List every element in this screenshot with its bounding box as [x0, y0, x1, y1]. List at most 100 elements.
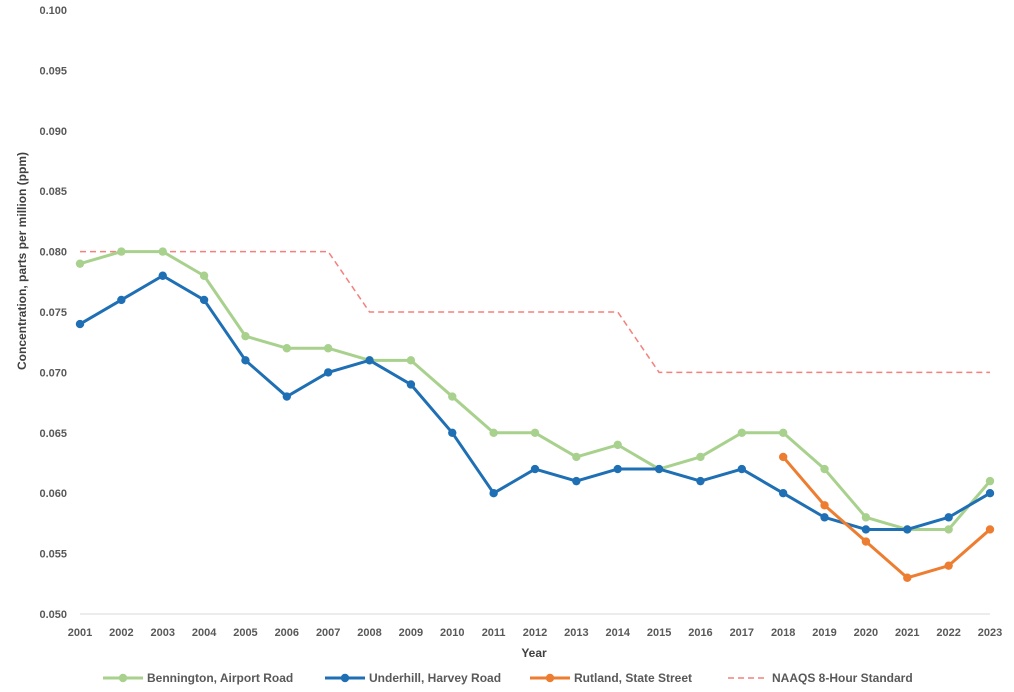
data-point [489, 428, 498, 437]
legend-item: Bennington, Airport Road [103, 671, 293, 685]
data-point [199, 271, 209, 280]
x-tick-label: 2004 [192, 627, 217, 639]
data-point [613, 464, 622, 474]
x-tick-label: 2005 [233, 627, 257, 639]
x-tick-label: 2021 [895, 627, 919, 639]
data-point [944, 525, 953, 534]
data-point [696, 452, 705, 462]
data-point [985, 525, 995, 534]
data-point [117, 247, 126, 256]
x-tick-label: 2006 [275, 627, 299, 639]
legend-marker [118, 673, 128, 683]
y-tick-label: 0.070 [39, 367, 67, 379]
data-point [323, 344, 333, 353]
x-tick-label: 2016 [688, 627, 712, 639]
y-tick-label: 0.060 [39, 488, 67, 500]
legend-item: Rutland, State Street [530, 671, 692, 685]
data-point [903, 525, 912, 534]
data-point [406, 380, 416, 389]
data-point [737, 428, 747, 437]
x-tick-label: 2020 [854, 627, 878, 639]
data-point [861, 525, 871, 534]
x-tick-label: 2009 [399, 627, 423, 639]
data-point [985, 489, 995, 498]
y-tick-label: 0.100 [39, 5, 67, 17]
data-point [241, 356, 250, 365]
data-point [572, 452, 581, 462]
series-1 [75, 271, 995, 534]
y-tick-label: 0.050 [39, 609, 67, 621]
data-point [903, 573, 912, 582]
data-point [530, 464, 540, 474]
x-axis-tick-labels: 2001 2002 2003 2004 2005 2006 2007 2008 2009 2010… [68, 627, 1002, 639]
data-point [282, 344, 292, 353]
series-0 [75, 247, 995, 534]
data-point [75, 319, 85, 329]
data-point [448, 428, 457, 437]
data-point [406, 356, 416, 365]
y-tick-label: 0.055 [39, 549, 67, 561]
legend-label: Underhill, Harvey Road [369, 671, 501, 685]
x-tick-label: 2003 [150, 627, 174, 639]
series-line [80, 250, 990, 374]
y-axis-tick-labels: 0.050 0.055 0.060 0.065 0.070 0.075 0.080 0.085… [39, 5, 67, 621]
data-point [654, 464, 664, 474]
x-tick-label: 2010 [440, 627, 464, 639]
data-point [323, 368, 333, 377]
data-point [985, 476, 995, 486]
data-point [75, 259, 85, 268]
data-point [944, 513, 953, 522]
data-point [158, 271, 167, 280]
series-layer [75, 247, 995, 582]
y-tick-label: 0.090 [39, 126, 67, 138]
x-tick-label: 2002 [109, 627, 133, 639]
series-line [782, 455, 991, 580]
legend: Bennington, Airport Road Underhill, Harve… [103, 671, 913, 685]
x-tick-label: 2023 [978, 627, 1002, 639]
data-point [944, 561, 953, 570]
data-point [778, 428, 788, 437]
x-tick-label: 2012 [523, 627, 547, 639]
data-point [282, 392, 292, 401]
data-point [737, 464, 747, 474]
data-point [241, 331, 250, 341]
x-tick-label: 2022 [936, 627, 960, 639]
series-3 [80, 250, 990, 374]
x-tick-label: 2017 [730, 627, 754, 639]
x-tick-label: 2011 [482, 627, 506, 639]
data-point [820, 464, 829, 474]
x-tick-label: 2013 [564, 627, 588, 639]
data-point [861, 537, 871, 546]
data-point [696, 476, 705, 486]
data-point [572, 476, 581, 486]
data-point [778, 489, 788, 498]
legend-marker [545, 673, 555, 683]
x-tick-label: 2001 [68, 627, 92, 639]
data-point [820, 513, 829, 522]
data-point [820, 501, 829, 510]
series-line [79, 274, 991, 531]
data-point [613, 440, 622, 450]
legend-label: NAAQS 8-Hour Standard [772, 671, 913, 685]
legend-item: Underhill, Harvey Road [325, 671, 501, 685]
x-tick-label: 2018 [771, 627, 795, 639]
x-tick-label: 2019 [812, 627, 836, 639]
legend-marker [340, 673, 350, 683]
y-tick-label: 0.075 [39, 307, 67, 319]
data-point [117, 295, 126, 305]
data-point [530, 428, 540, 437]
x-tick-label: 2014 [605, 627, 630, 639]
data-point [448, 392, 457, 401]
data-point [199, 295, 209, 305]
legend-item: NAAQS 8-Hour Standard [728, 671, 913, 685]
x-tick-label: 2007 [316, 627, 340, 639]
series-2 [778, 452, 995, 582]
data-point [778, 452, 788, 462]
y-tick-label: 0.080 [39, 247, 67, 259]
x-tick-label: 2008 [357, 627, 381, 639]
data-point [489, 489, 498, 498]
y-axis-title: Concentration, parts per million (ppm) [15, 152, 29, 370]
y-tick-label: 0.095 [39, 65, 67, 77]
legend-label: Bennington, Airport Road [147, 671, 293, 685]
